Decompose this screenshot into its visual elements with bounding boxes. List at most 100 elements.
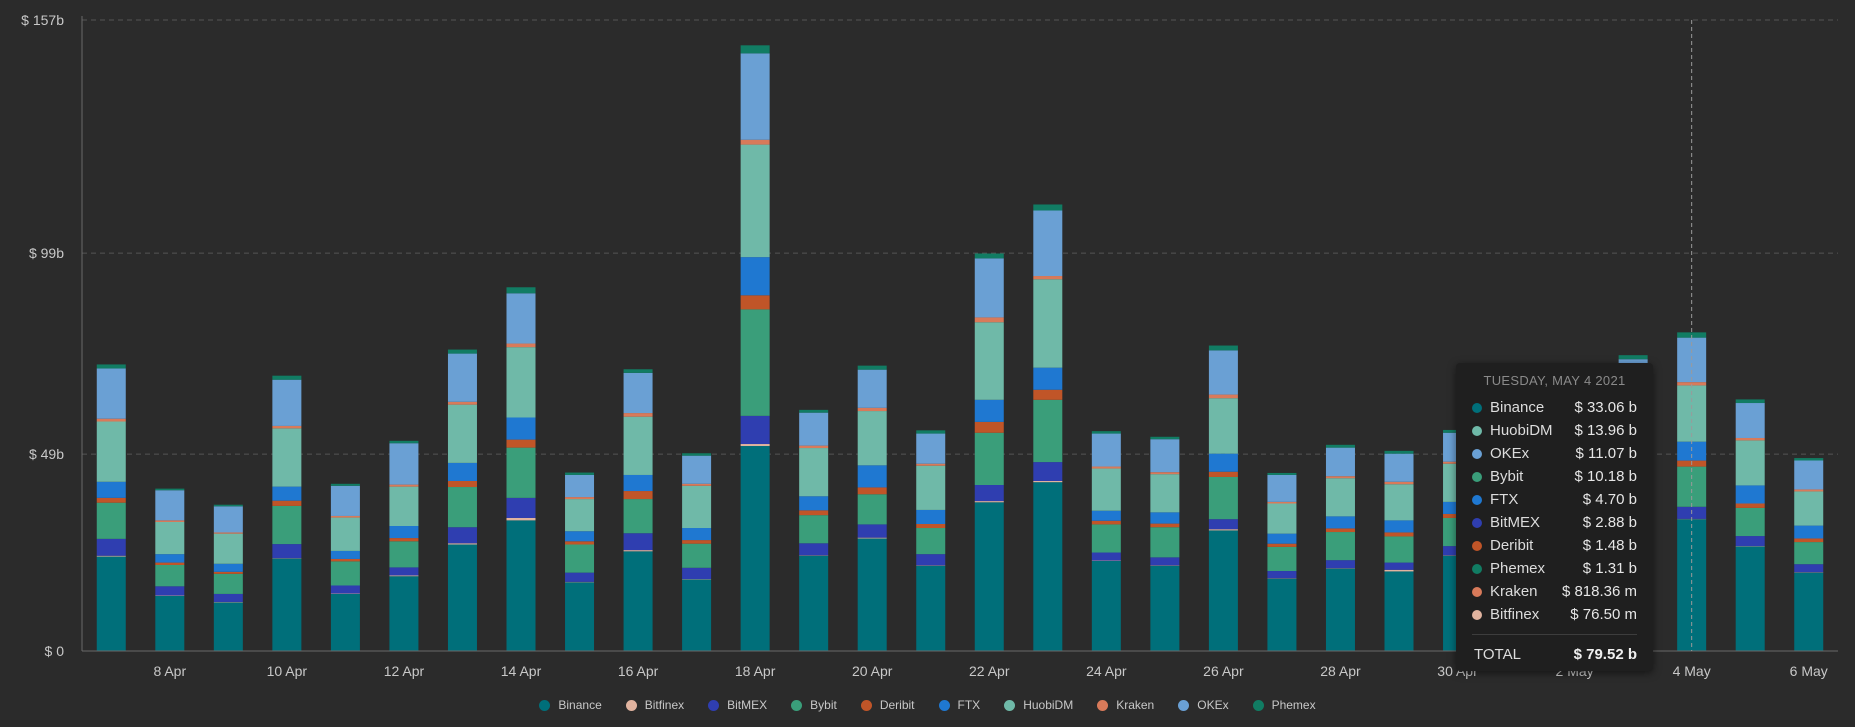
bar-segment-deribit[interactable] (1384, 532, 1414, 537)
bar-segment-huobidm[interactable] (389, 486, 419, 527)
bar-segment-huobidm[interactable] (506, 347, 536, 418)
bar-stack[interactable] (1091, 431, 1121, 651)
bar-segment-phemex[interactable] (447, 349, 477, 354)
bar-segment-deribit[interactable] (740, 295, 770, 310)
bar-segment-huobidm[interactable] (857, 411, 887, 466)
bar-segment-ftx[interactable] (1208, 453, 1238, 472)
bar-segment-ftx[interactable] (565, 531, 595, 542)
bar-segment-bybit[interactable] (1325, 532, 1355, 561)
bar-segment-bybit[interactable] (916, 528, 946, 555)
bar-segment-okex[interactable] (799, 412, 829, 446)
bar-segment-huobidm[interactable] (682, 485, 712, 529)
bar-segment-deribit[interactable] (857, 487, 887, 495)
bar-segment-ftx[interactable] (740, 257, 770, 296)
bar-segment-ftx[interactable] (506, 417, 536, 440)
bar-segment-phemex[interactable] (974, 253, 1004, 259)
bar-segment-huobidm[interactable] (974, 322, 1004, 400)
bar-segment-binance[interactable] (974, 502, 1004, 651)
bar-segment-huobidm[interactable] (330, 517, 360, 551)
bar-segment-okex[interactable] (213, 506, 243, 533)
bar-stack[interactable] (96, 364, 126, 651)
bar-segment-phemex[interactable] (857, 365, 887, 370)
bar-segment-ftx[interactable] (1150, 512, 1180, 524)
bar-segment-okex[interactable] (1033, 210, 1063, 277)
bar-segment-bitfinex[interactable] (389, 575, 419, 577)
bar-segment-ftx[interactable] (213, 563, 243, 572)
bar-segment-phemex[interactable] (155, 488, 185, 491)
bar-segment-bitmex[interactable] (974, 485, 1004, 502)
bar-segment-kraken[interactable] (857, 407, 887, 412)
bar-segment-bybit[interactable] (1033, 399, 1063, 463)
bar-segment-ftx[interactable] (1091, 510, 1121, 521)
bar-segment-bitfinex[interactable] (740, 444, 770, 447)
bar-segment-okex[interactable] (857, 369, 887, 408)
bar-segment-phemex[interactable] (565, 472, 595, 475)
bar-segment-okex[interactable] (1150, 439, 1180, 473)
bar-segment-okex[interactable] (974, 258, 1004, 318)
bar-stack[interactable] (1267, 472, 1297, 651)
bar-segment-okex[interactable] (1325, 447, 1355, 477)
bar-segment-huobidm[interactable] (1091, 468, 1121, 511)
bar-segment-bitmex[interactable] (623, 533, 653, 551)
legend-item-bitmex[interactable]: BitMEX (708, 698, 767, 712)
bar-segment-deribit[interactable] (1267, 543, 1297, 547)
bar-stack[interactable] (1033, 204, 1063, 651)
bar-segment-kraken[interactable] (1208, 394, 1238, 399)
bar-segment-kraken[interactable] (96, 418, 126, 422)
bar-segment-phemex[interactable] (1325, 444, 1355, 448)
bar-segment-binance[interactable] (330, 593, 360, 651)
bar-segment-binance[interactable] (1325, 568, 1355, 651)
bar-segment-kraken[interactable] (682, 483, 712, 486)
bar-segment-deribit[interactable] (1794, 538, 1824, 543)
bar-segment-bitmex[interactable] (213, 593, 243, 602)
bar-segment-ftx[interactable] (1325, 516, 1355, 529)
bar-segment-huobidm[interactable] (916, 465, 946, 510)
bar-segment-huobidm[interactable] (447, 404, 477, 463)
bar-segment-bybit[interactable] (330, 561, 360, 586)
bar-segment-ftx[interactable] (1267, 533, 1297, 544)
bar-segment-phemex[interactable] (1384, 450, 1414, 454)
bar-segment-binance[interactable] (155, 595, 185, 651)
bar-segment-okex[interactable] (96, 368, 126, 419)
bar-stack[interactable] (272, 375, 302, 651)
bar-segment-bybit[interactable] (1677, 466, 1707, 507)
bar-segment-bybit[interactable] (1091, 524, 1121, 553)
bar-segment-okex[interactable] (682, 455, 712, 484)
bar-stack[interactable] (1735, 399, 1765, 651)
bar-segment-bitfinex[interactable] (96, 555, 126, 557)
bar-segment-huobidm[interactable] (623, 416, 653, 475)
bar-segment-bybit[interactable] (1735, 507, 1765, 537)
bar-segment-binance[interactable] (857, 538, 887, 651)
bar-segment-kraken[interactable] (389, 484, 419, 487)
bar-segment-binance[interactable] (916, 565, 946, 651)
bar-segment-huobidm[interactable] (1208, 398, 1238, 454)
bar-segment-binance[interactable] (1267, 578, 1297, 651)
bar-segment-bitfinex[interactable] (623, 550, 653, 552)
bar-segment-bitmex[interactable] (447, 527, 477, 544)
bar-segment-bybit[interactable] (1267, 546, 1297, 572)
bar-segment-bitmex[interactable] (155, 586, 185, 596)
bar-segment-deribit[interactable] (1208, 471, 1238, 477)
bar-segment-deribit[interactable] (447, 480, 477, 488)
bar-segment-bitmex[interactable] (1208, 519, 1238, 530)
bar-segment-bybit[interactable] (389, 541, 419, 568)
bar-segment-deribit[interactable] (1325, 528, 1355, 533)
bar-stack[interactable] (447, 349, 477, 651)
bar-segment-huobidm[interactable] (155, 521, 185, 555)
bar-segment-phemex[interactable] (1267, 472, 1297, 475)
bar-stack[interactable] (974, 253, 1004, 651)
bar-segment-okex[interactable] (623, 372, 653, 414)
legend-item-okex[interactable]: OKEx (1178, 698, 1229, 712)
bar-segment-phemex[interactable] (740, 45, 770, 54)
bar-segment-binance[interactable] (1033, 482, 1063, 651)
legend-item-bybit[interactable]: Bybit (791, 698, 837, 712)
bar-segment-bitfinex[interactable] (1208, 529, 1238, 531)
bar-stack[interactable] (916, 430, 946, 651)
bar-segment-bitmex[interactable] (799, 543, 829, 556)
bar-segment-deribit[interactable] (799, 510, 829, 516)
legend-item-bitfinex[interactable]: Bitfinex (625, 698, 684, 712)
bar-segment-ftx[interactable] (1384, 520, 1414, 533)
bar-segment-kraken[interactable] (1267, 501, 1297, 504)
bar-segment-phemex[interactable] (623, 369, 653, 373)
bar-segment-kraken[interactable] (155, 520, 185, 522)
